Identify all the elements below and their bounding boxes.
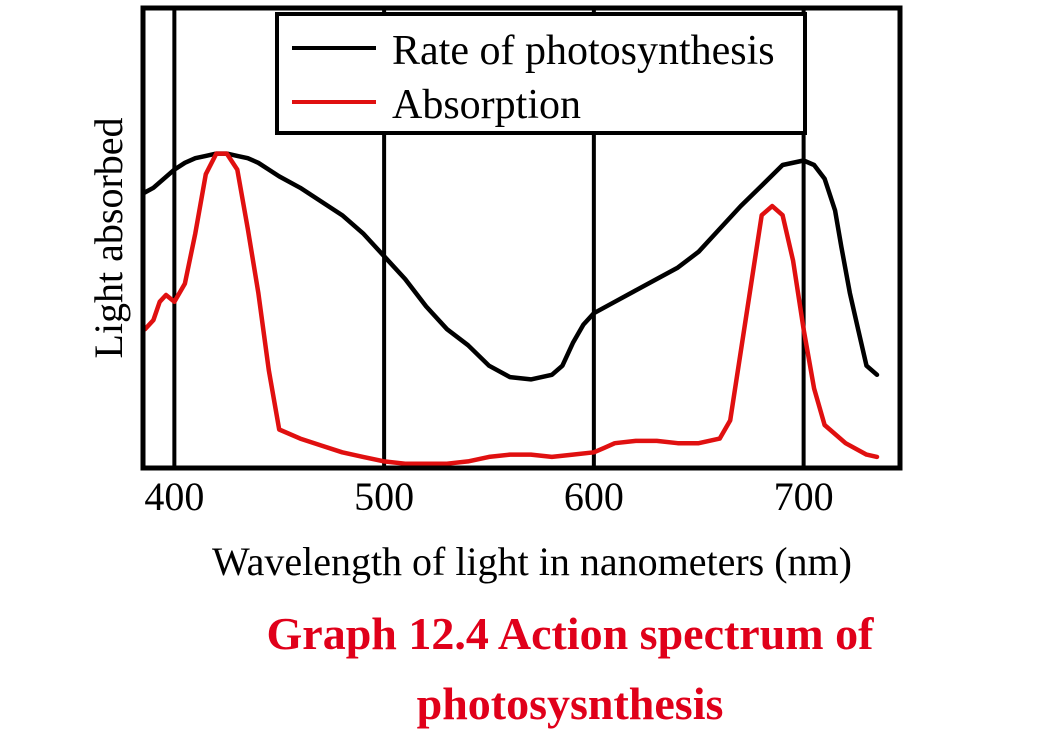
- y-axis-label: Light absorbed: [86, 117, 131, 358]
- x-tick-label-600: 600: [564, 474, 624, 519]
- caption-line-1: Graph 12.4 Action spectrum of: [266, 608, 874, 659]
- series-line-absorption: [142, 151, 880, 466]
- x-tick-label-500: 500: [354, 474, 414, 519]
- x-tick-label-700: 700: [774, 474, 834, 519]
- series-lines: [142, 151, 880, 466]
- x-tick-label-400: 400: [144, 474, 204, 519]
- plot-frame: [140, 5, 903, 471]
- legend: Rate of photosynthesis Absorption: [275, 12, 807, 135]
- x-tick-labels: 400 500 600 700: [144, 474, 833, 519]
- legend-box: [275, 12, 807, 135]
- legend-label-absorption: Absorption: [392, 82, 581, 128]
- action-spectrum-chart: Rate of photosynthesis Absorption 400 500…: [86, 5, 903, 584]
- x-axis-label: Wavelength of light in nanometers (nm): [212, 539, 852, 584]
- legend-label-rate-of-photosynthesis: Rate of photosynthesis: [392, 28, 775, 74]
- caption-line-2: photosysnthesis: [416, 678, 724, 729]
